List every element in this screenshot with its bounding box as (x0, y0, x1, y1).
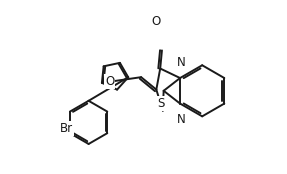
Text: S: S (157, 97, 164, 110)
Text: N: N (177, 113, 186, 126)
Text: O: O (105, 75, 115, 88)
Text: N: N (177, 56, 186, 69)
Text: O: O (151, 15, 160, 28)
Text: Br: Br (60, 122, 73, 135)
